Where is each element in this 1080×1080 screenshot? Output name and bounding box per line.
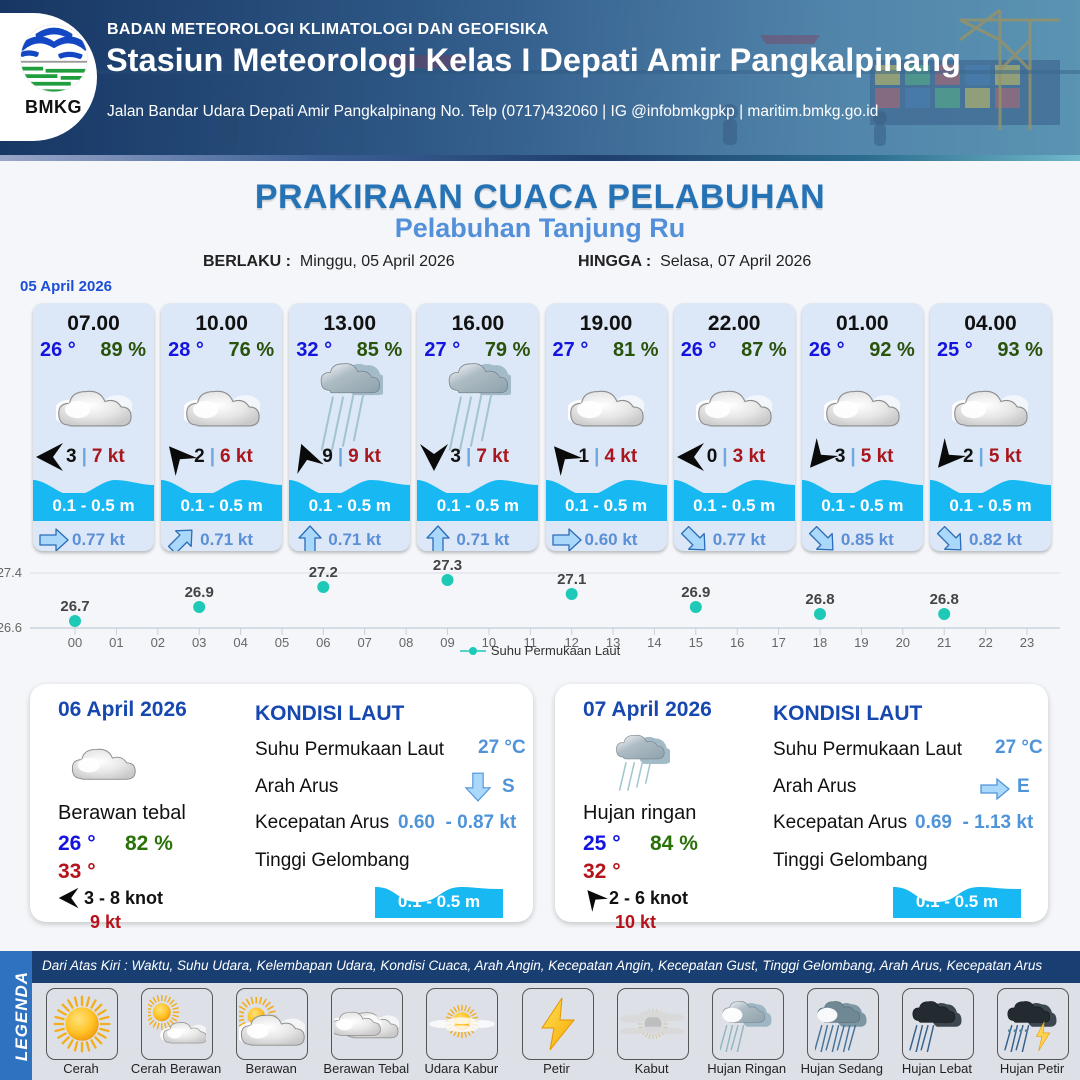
svg-text:26.8: 26.8 [805,591,834,608]
svg-text:27.1: 27.1 [557,571,586,588]
svg-text:26.6: 26.6 [0,620,22,635]
svg-text:26.9: 26.9 [681,584,710,601]
svg-text:27.4: 27.4 [0,565,22,580]
svg-text:26.8: 26.8 [930,591,959,608]
svg-text:26.9: 26.9 [185,584,214,601]
svg-text:27.3: 27.3 [433,557,462,574]
svg-text:27.2: 27.2 [309,564,338,581]
svg-text:26.7: 26.7 [60,598,89,615]
